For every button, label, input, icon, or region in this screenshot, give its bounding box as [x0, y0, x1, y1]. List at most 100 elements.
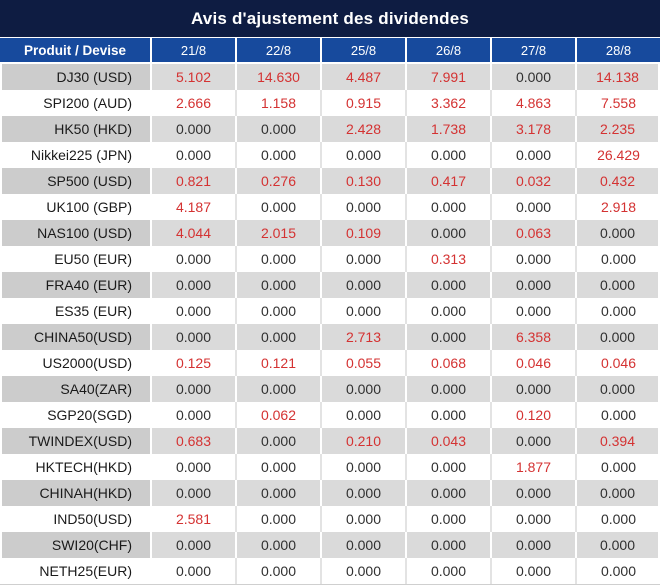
- dividend-value-cell: 0.432: [575, 168, 660, 194]
- table-body: DJ30 (USD) 5.102 14.630 4.487 7.991 0.000 14.1…: [0, 64, 660, 584]
- dividend-value-cell: 2.235: [575, 116, 660, 142]
- dividend-value-cell: 0.000: [320, 454, 405, 480]
- table-header-row: Produit / Devise 21/8 22/8 25/8 26/8 27/8 28/…: [0, 38, 660, 64]
- dividend-value-cell: 14.630: [235, 64, 320, 90]
- dividend-value-cell: 0.121: [235, 350, 320, 376]
- table-row: HK50 (HKD) 0.000 0.000 2.428 1.738 3.178 2.235: [0, 116, 660, 142]
- product-cell: NETH25(EUR): [0, 558, 150, 584]
- table-row: US2000(USD) 0.125 0.121 0.055 0.068 0.046 0.04…: [0, 350, 660, 376]
- dividend-value-cell: 0.000: [405, 558, 490, 584]
- column-header-product: Produit / Devise: [0, 38, 150, 64]
- dividend-value-cell: 0.000: [490, 532, 575, 558]
- dividends-table: Produit / Devise 21/8 22/8 25/8 26/8 27/8 28/…: [0, 38, 660, 584]
- table-row: SP500 (USD) 0.821 0.276 0.130 0.417 0.032 0.43…: [0, 168, 660, 194]
- dividend-value-cell: 0.000: [320, 194, 405, 220]
- dividend-value-cell: 0.000: [490, 194, 575, 220]
- dividend-value-cell: 2.666: [150, 90, 235, 116]
- table-row: SA40(ZAR) 0.000 0.000 0.000 0.000 0.000 0.000: [0, 376, 660, 402]
- dividend-value-cell: 0.000: [490, 376, 575, 402]
- dividend-value-cell: 0.000: [575, 298, 660, 324]
- dividend-value-cell: 1.738: [405, 116, 490, 142]
- dividend-value-cell: 1.877: [490, 454, 575, 480]
- column-header-date: 22/8: [235, 38, 320, 64]
- dividend-value-cell: 0.000: [575, 324, 660, 350]
- dividend-value-cell: 0.000: [235, 246, 320, 272]
- dividend-value-cell: 0.000: [150, 298, 235, 324]
- product-cell: HKTECH(HKD): [0, 454, 150, 480]
- product-cell: TWINDEX(USD): [0, 428, 150, 454]
- dividend-value-cell: 0.000: [235, 532, 320, 558]
- dividend-value-cell: 0.000: [320, 272, 405, 298]
- dividend-value-cell: 0.000: [405, 142, 490, 168]
- dividend-value-cell: 0.000: [235, 506, 320, 532]
- dividend-value-cell: 0.109: [320, 220, 405, 246]
- dividend-value-cell: 0.062: [235, 402, 320, 428]
- dividend-value-cell: 3.178: [490, 116, 575, 142]
- dividend-value-cell: 0.000: [150, 324, 235, 350]
- product-cell: EU50 (EUR): [0, 246, 150, 272]
- dividend-value-cell: 7.558: [575, 90, 660, 116]
- dividend-value-cell: 2.713: [320, 324, 405, 350]
- product-cell: US2000(USD): [0, 350, 150, 376]
- dividend-value-cell: 0.000: [235, 376, 320, 402]
- dividend-value-cell: 0.032: [490, 168, 575, 194]
- dividend-value-cell: 0.915: [320, 90, 405, 116]
- product-cell: UK100 (GBP): [0, 194, 150, 220]
- dividend-value-cell: 6.358: [490, 324, 575, 350]
- table-row: TWINDEX(USD) 0.683 0.000 0.210 0.043 0.000 0.3…: [0, 428, 660, 454]
- dividend-value-cell: 4.863: [490, 90, 575, 116]
- product-cell: CHINAH(HKD): [0, 480, 150, 506]
- dividend-value-cell: 0.210: [320, 428, 405, 454]
- dividend-value-cell: 0.000: [235, 454, 320, 480]
- product-cell: CHINA50(USD): [0, 324, 150, 350]
- dividend-value-cell: 0.000: [150, 532, 235, 558]
- dividend-value-cell: 0.000: [575, 506, 660, 532]
- table-row: NETH25(EUR) 0.000 0.000 0.000 0.000 0.000 0.00…: [0, 558, 660, 584]
- dividend-value-cell: 0.000: [235, 558, 320, 584]
- table-row: UK100 (GBP) 4.187 0.000 0.000 0.000 0.000 2.91…: [0, 194, 660, 220]
- dividend-value-cell: 5.102: [150, 64, 235, 90]
- dividend-value-cell: 0.276: [235, 168, 320, 194]
- column-header-date: 28/8: [575, 38, 660, 64]
- dividend-value-cell: 0.000: [490, 246, 575, 272]
- dividend-value-cell: 0.043: [405, 428, 490, 454]
- dividend-value-cell: 0.000: [320, 532, 405, 558]
- dividend-value-cell: 0.000: [575, 220, 660, 246]
- dividend-value-cell: 0.000: [150, 402, 235, 428]
- dividend-value-cell: 0.000: [235, 480, 320, 506]
- dividend-value-cell: 0.000: [405, 454, 490, 480]
- table-row: NAS100 (USD) 4.044 2.015 0.109 0.000 0.063 0.0…: [0, 220, 660, 246]
- page-title: Avis d'ajustement des dividendes: [0, 0, 660, 38]
- dividend-value-cell: 0.063: [490, 220, 575, 246]
- dividend-value-cell: 0.000: [405, 402, 490, 428]
- dividend-value-cell: 0.000: [405, 298, 490, 324]
- dividend-value-cell: 0.000: [320, 246, 405, 272]
- product-cell: FRA40 (EUR): [0, 272, 150, 298]
- dividend-value-cell: 0.000: [405, 532, 490, 558]
- dividend-value-cell: 0.000: [405, 324, 490, 350]
- dividend-value-cell: 0.000: [235, 142, 320, 168]
- table-row: DJ30 (USD) 5.102 14.630 4.487 7.991 0.000 14.1…: [0, 64, 660, 90]
- dividend-value-cell: 3.362: [405, 90, 490, 116]
- dividend-value-cell: 0.000: [490, 64, 575, 90]
- dividend-value-cell: 0.000: [575, 402, 660, 428]
- column-header-date: 27/8: [490, 38, 575, 64]
- dividend-value-cell: 0.046: [575, 350, 660, 376]
- dividend-value-cell: 0.000: [575, 532, 660, 558]
- table-row: Nikkei225 (JPN) 0.000 0.000 0.000 0.000 0.000…: [0, 142, 660, 168]
- product-cell: Nikkei225 (JPN): [0, 142, 150, 168]
- table-row: ES35 (EUR) 0.000 0.000 0.000 0.000 0.000 0.000: [0, 298, 660, 324]
- dividend-value-cell: 0.000: [235, 194, 320, 220]
- column-header-date: 26/8: [405, 38, 490, 64]
- dividend-value-cell: 0.000: [235, 298, 320, 324]
- dividend-value-cell: 0.000: [235, 324, 320, 350]
- table-row: CHINA50(USD) 0.000 0.000 2.713 0.000 6.358 0.0…: [0, 324, 660, 350]
- dividend-value-cell: 0.000: [575, 454, 660, 480]
- dividend-value-cell: 0.055: [320, 350, 405, 376]
- dividend-value-cell: 0.000: [490, 428, 575, 454]
- table-row: EU50 (EUR) 0.000 0.000 0.000 0.313 0.000 0.000: [0, 246, 660, 272]
- table-row: SGP20(SGD) 0.000 0.062 0.000 0.000 0.120 0.000: [0, 402, 660, 428]
- product-cell: SGP20(SGD): [0, 402, 150, 428]
- dividend-value-cell: 0.000: [150, 272, 235, 298]
